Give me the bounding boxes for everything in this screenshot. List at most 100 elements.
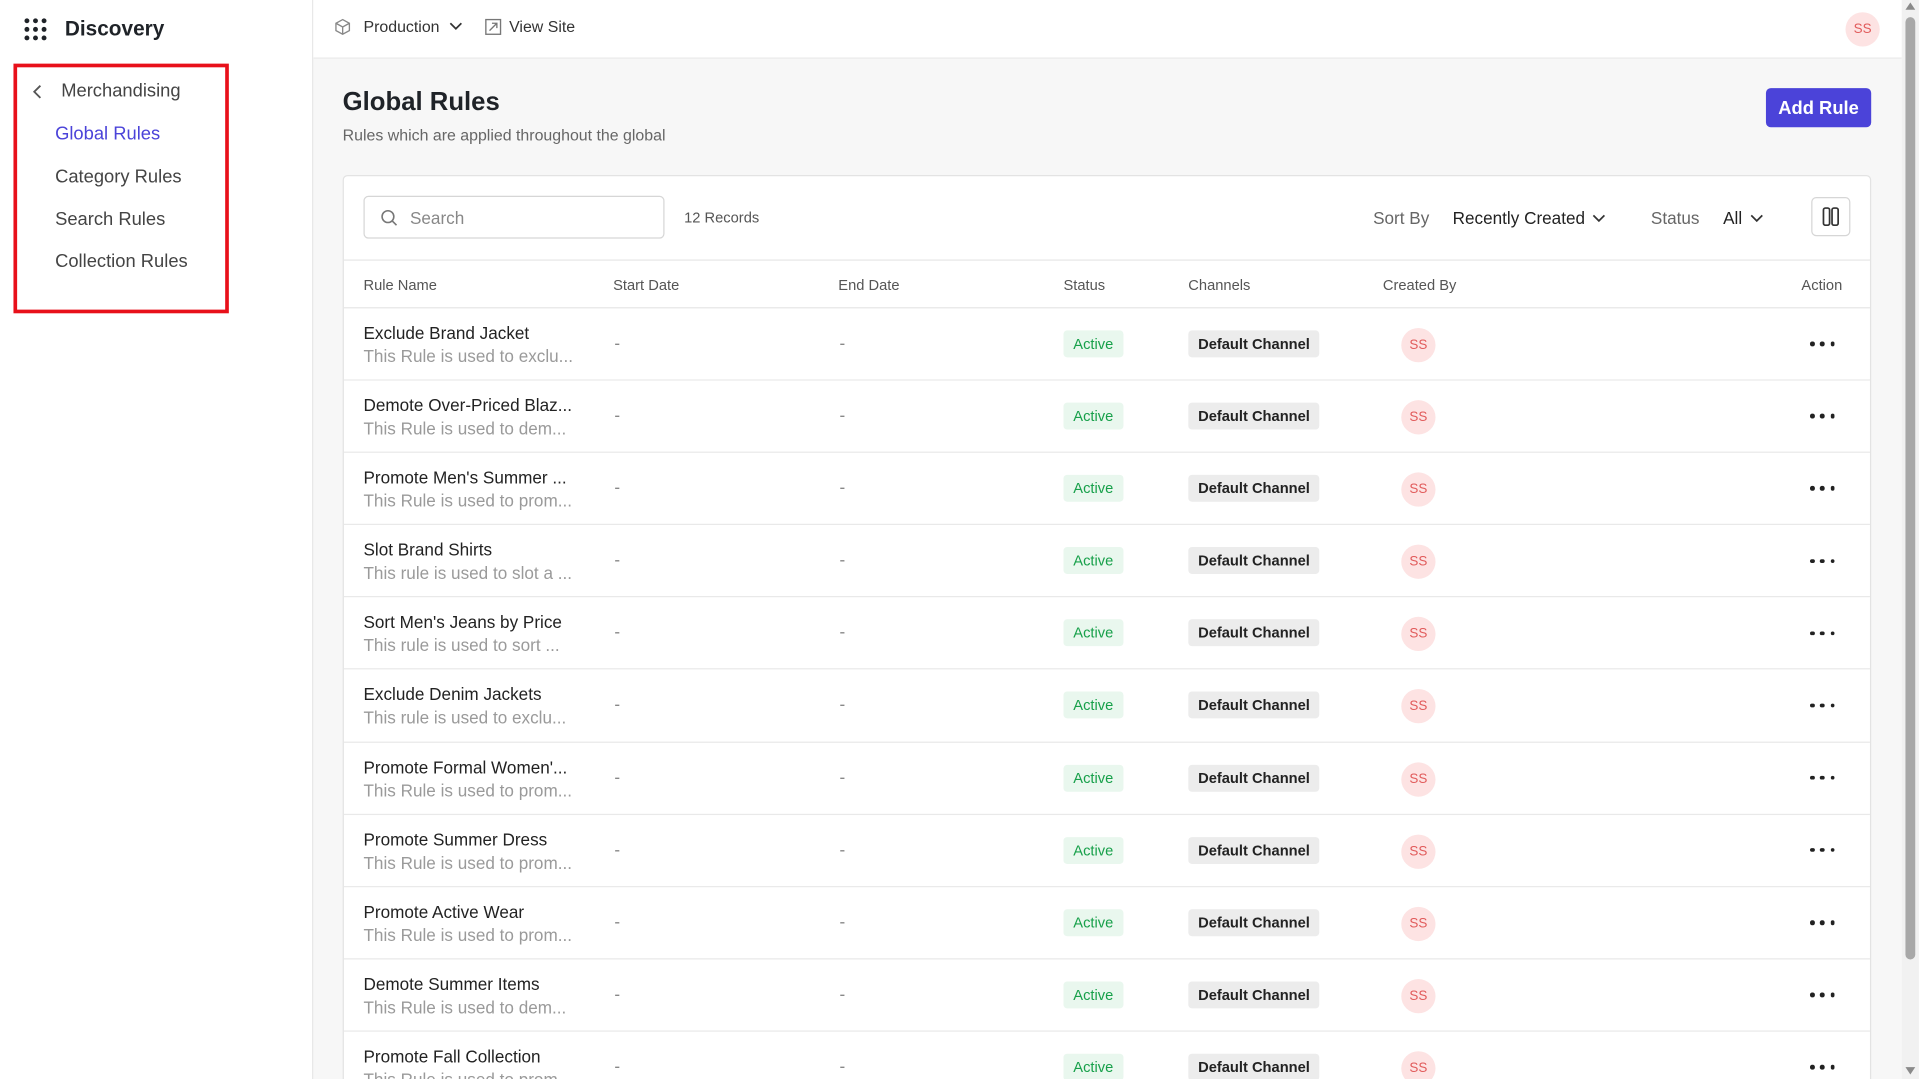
col-channels[interactable]: Channels (1188, 276, 1251, 294)
channel-badge: Default Channel (1188, 692, 1320, 719)
rule-name[interactable]: Promote Summer Dress (363, 829, 548, 849)
search-input[interactable] (409, 207, 643, 228)
rule-name[interactable]: Promote Formal Women'... (363, 756, 568, 777)
add-rule-button[interactable]: Add Rule (1765, 88, 1872, 128)
scroll-thumb[interactable] (1905, 17, 1916, 960)
table-row[interactable]: Promote Summer Dress This Rule is used to… (343, 815, 1870, 887)
col-end-date[interactable]: End Date (838, 276, 900, 294)
table-row[interactable]: Exclude Denim Jackets This rule is used t… (343, 670, 1870, 743)
table-row[interactable]: Promote Formal Women'... This Rule is use… (343, 742, 1870, 815)
rule-name[interactable]: Demote Over-Priced Blaz... (363, 395, 572, 415)
chevron-down-icon (449, 22, 463, 30)
status-badge: Active (1063, 1053, 1124, 1079)
cube-icon (335, 18, 351, 35)
rule-description: This Rule is used to prom... (363, 1070, 577, 1079)
end-date: - (839, 694, 846, 715)
rule-description: This Rule is used to dem... (363, 997, 567, 1017)
rule-name[interactable]: Exclude Brand Jacket (363, 323, 530, 343)
back-to-merchandising[interactable]: Merchandising (32, 81, 181, 102)
start-date: - (614, 1056, 621, 1076)
creator-avatar: SS (1401, 761, 1436, 797)
sidebar-item-search-rules[interactable]: Search Rules (55, 209, 166, 231)
more-horizontal-icon[interactable] (1810, 623, 1835, 643)
more-horizontal-icon[interactable] (1810, 840, 1835, 860)
start-date: - (614, 983, 621, 1004)
channel-badge: Default Channel (1188, 836, 1320, 864)
rule-description: This Rule is used to prom... (363, 490, 573, 511)
columns-toggle-button[interactable] (1811, 197, 1851, 237)
rule-description: This rule is used to slot a ... (363, 563, 573, 583)
more-horizontal-icon[interactable] (1810, 551, 1835, 571)
table-row[interactable]: Demote Summer Items This Rule is used to … (343, 959, 1870, 1032)
rule-name[interactable]: Promote Active Wear (363, 901, 525, 922)
more-horizontal-icon[interactable] (1810, 479, 1835, 499)
environment-selector[interactable]: Production (334, 17, 475, 35)
rule-name[interactable]: Promote Men's Summer ... (363, 467, 567, 488)
page-scrollbar[interactable] (1901, 0, 1919, 1079)
more-horizontal-icon[interactable] (1810, 985, 1835, 1005)
start-date: - (614, 911, 621, 932)
more-horizontal-icon[interactable] (1810, 696, 1835, 716)
records-count: 12 Records (684, 209, 760, 227)
rule-name[interactable]: Exclude Denim Jackets (363, 684, 542, 705)
status-badge: Active (1063, 619, 1124, 647)
channel-badge: Default Channel (1188, 330, 1320, 358)
status-badge: Active (1063, 908, 1124, 936)
creator-avatar: SS (1401, 978, 1436, 1014)
col-status[interactable]: Status (1063, 276, 1106, 294)
col-created-by[interactable]: Created By (1382, 276, 1457, 294)
table-row[interactable]: Slot Brand Shirts This rule is used to sl… (343, 525, 1870, 598)
more-horizontal-icon[interactable] (1810, 768, 1835, 788)
sidebar-item-category-rules[interactable]: Category Rules (55, 166, 182, 188)
table-row[interactable]: Sort Men's Jeans by Price This rule is us… (343, 598, 1870, 670)
sidebar-item-global-rules[interactable]: Global Rules (55, 123, 161, 145)
sort-by-value: Recently Created (1452, 208, 1586, 228)
sidebar-item-collection-rules[interactable]: Collection Rules (55, 250, 188, 272)
chevron-down-icon (1750, 214, 1763, 222)
rule-name[interactable]: Promote Fall Collection (363, 1046, 541, 1066)
merchandising-nav: Merchandising Global Rules Category Rule… (13, 63, 229, 314)
search-box[interactable] (363, 195, 665, 239)
channel-badge: Default Channel (1188, 764, 1320, 792)
col-action: Action (1801, 276, 1843, 294)
status-badge: Active (1063, 475, 1124, 502)
table-row[interactable]: Promote Men's Summer ... This Rule is use… (343, 453, 1870, 526)
col-start-date[interactable]: Start Date (613, 276, 680, 294)
start-date: - (614, 405, 621, 425)
rule-name[interactable]: Sort Men's Jeans by Price (363, 612, 562, 632)
sort-by-dropdown[interactable]: Recently Created (1453, 208, 1606, 228)
more-horizontal-icon[interactable] (1810, 1057, 1835, 1077)
more-horizontal-icon[interactable] (1810, 406, 1835, 426)
rule-name[interactable]: Slot Brand Shirts (363, 540, 493, 560)
scroll-down-arrow[interactable] (1905, 1067, 1916, 1075)
more-horizontal-icon[interactable] (1810, 913, 1835, 933)
end-date: - (839, 766, 846, 787)
table-row[interactable]: Promote Fall Collection This Rule is used… (344, 1032, 1870, 1079)
table-row[interactable]: Promote Active Wear This Rule is used to … (343, 887, 1870, 960)
more-horizontal-icon[interactable] (1810, 334, 1835, 354)
end-date: - (839, 477, 846, 498)
table-body: Exclude Brand Jacket This Rule is used to… (343, 308, 1870, 1079)
channel-badge: Default Channel (1188, 619, 1320, 647)
rule-description: This rule is used to sort ... (363, 635, 560, 656)
end-date: - (839, 983, 846, 1004)
channel-badge: Default Channel (1188, 402, 1320, 430)
start-date: - (614, 766, 621, 787)
channel-badge: Default Channel (1188, 981, 1320, 1009)
status-filter-dropdown[interactable]: All (1723, 208, 1763, 228)
view-site-link[interactable]: View Site (485, 17, 575, 35)
status-badge: Active (1063, 692, 1124, 719)
search-icon (381, 209, 398, 226)
rule-name[interactable]: Demote Summer Items (363, 973, 540, 994)
start-date: - (614, 622, 621, 642)
user-avatar[interactable]: SS (1845, 12, 1880, 47)
col-rule-name[interactable]: Rule Name (363, 276, 437, 294)
table-row[interactable]: Demote Over-Priced Blaz... This Rule is u… (343, 381, 1870, 454)
apps-grid-icon[interactable] (24, 18, 47, 41)
start-date: - (614, 694, 621, 715)
app-name: Discovery (64, 17, 165, 41)
status-badge: Active (1063, 764, 1124, 792)
table-row[interactable]: Exclude Brand Jacket This Rule is used to… (343, 308, 1870, 381)
scroll-up-arrow[interactable] (1905, 2, 1916, 10)
back-label: Merchandising (61, 80, 181, 102)
